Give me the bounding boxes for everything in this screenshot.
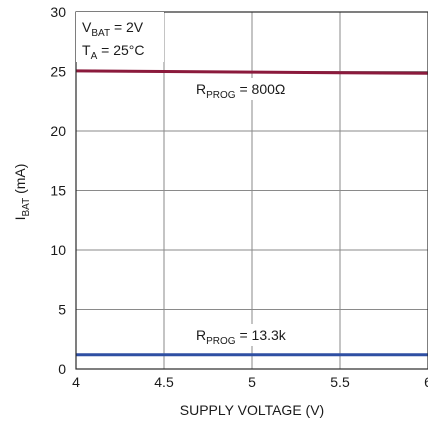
- y-axis-title: IBAT (mA): [12, 164, 32, 221]
- x-tick-label: 4: [72, 374, 80, 390]
- x-tick-label: 6: [424, 374, 428, 390]
- y-tick-label: 30: [50, 4, 66, 20]
- series-layer: [75, 69, 428, 357]
- y-tick-label: 10: [50, 242, 66, 258]
- series-label-upper: RPROG = 800Ω: [196, 81, 285, 101]
- series-label-lower: RPROG = 13.3k: [196, 327, 287, 347]
- conditions-box: [76, 12, 164, 62]
- x-axis-title: SUPPLY VOLTAGE (V): [180, 402, 324, 418]
- plot-frame: [75, 11, 428, 370]
- y-tick-label: 5: [58, 302, 66, 318]
- y-tick-label: 15: [50, 183, 66, 199]
- conditions-temp: TA = 25°C: [82, 42, 144, 62]
- x-tick-label: 5.5: [330, 374, 350, 390]
- x-tick-label: 5: [248, 374, 256, 390]
- y-tick-labels: 0 5 10 15 20 25 30: [50, 4, 66, 377]
- conditions-vbat: VBAT = 2V: [82, 19, 144, 39]
- x-tick-label: 4.5: [154, 374, 174, 390]
- y-tick-label: 25: [50, 64, 66, 80]
- x-tick-labels: 4 4.5 5 5.5 6: [72, 374, 428, 390]
- y-tick-label: 0: [58, 361, 66, 377]
- grid: [75, 11, 428, 370]
- y-tick-label: 20: [50, 123, 66, 139]
- series-line-0: [75, 69, 428, 75]
- series-label-upper-bg: [190, 78, 318, 100]
- series-label-lower-bg: [190, 324, 308, 346]
